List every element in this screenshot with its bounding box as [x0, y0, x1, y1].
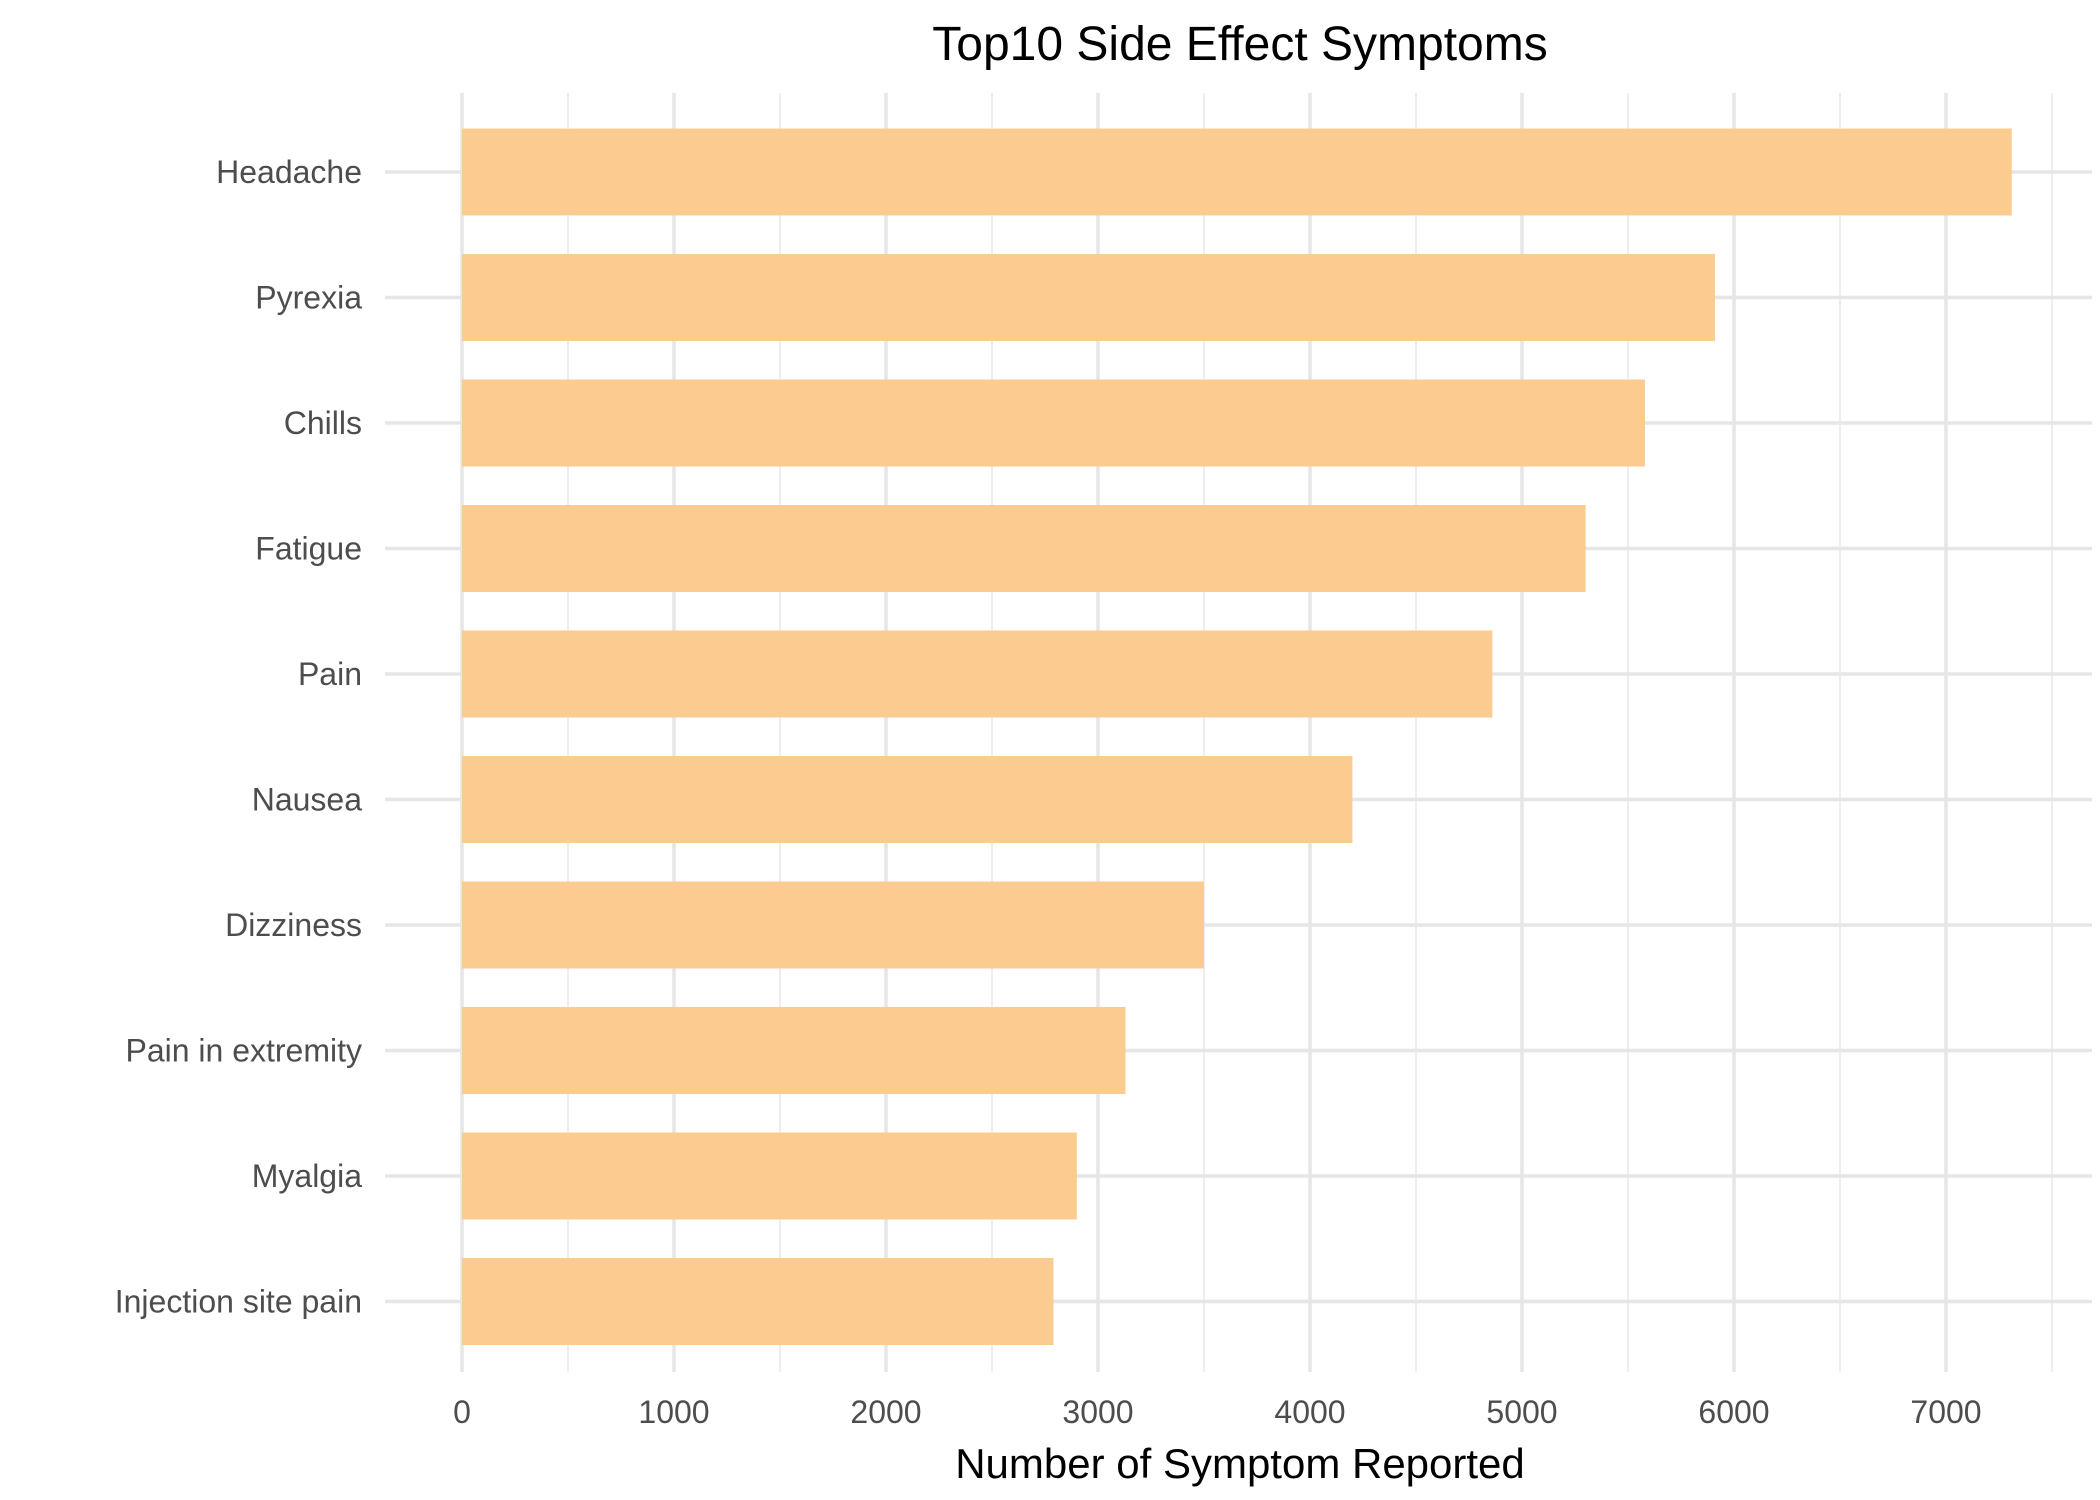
x-tick-label: 3000 — [1062, 1394, 1133, 1430]
x-tick-label: 5000 — [1486, 1394, 1557, 1430]
x-tick-label: 0 — [453, 1394, 471, 1430]
y-tick-label: Pyrexia — [255, 280, 362, 316]
bar-myalgia — [462, 1132, 1077, 1220]
x-tick-label: 2000 — [850, 1394, 921, 1430]
x-axis-label: Number of Symptom Reported — [955, 1440, 1525, 1487]
bar-injection-site-pain — [462, 1258, 1054, 1345]
bar-fatigue — [462, 505, 1586, 592]
y-tick-label: Pain — [298, 656, 362, 692]
y-tick-label: Pain in extremity — [125, 1033, 362, 1069]
x-tick-label: 4000 — [1274, 1394, 1345, 1430]
x-tick-label: 6000 — [1698, 1394, 1769, 1430]
bar-pain-in-extremity — [462, 1007, 1126, 1094]
x-tick-label: 1000 — [638, 1394, 709, 1430]
bar-nausea — [462, 756, 1353, 843]
y-tick-label: Nausea — [252, 782, 363, 818]
x-tick-labels: 0 1000 2000 3000 4000 5000 6000 7000 — [453, 1394, 1981, 1430]
y-tick-label: Chills — [284, 405, 362, 441]
y-tick-labels: Headache Pyrexia Chills Fatigue Pain Nausea Di… — [115, 154, 362, 1320]
y-tick-label: Injection site pain — [115, 1284, 362, 1320]
y-tick-label: Fatigue — [255, 531, 362, 567]
bars — [462, 128, 2012, 1345]
x-tick-label: 7000 — [1910, 1394, 1981, 1430]
y-tick-label: Myalgia — [252, 1158, 362, 1194]
bar-pain — [462, 630, 1493, 718]
bar-pyrexia — [462, 254, 1715, 341]
bar-dizziness — [462, 881, 1204, 969]
bar-chills — [462, 379, 1645, 467]
y-tick-label: Headache — [216, 154, 362, 190]
y-tick-label: Dizziness — [225, 907, 362, 943]
chart-title: Top10 Side Effect Symptoms — [932, 18, 1547, 71]
bar-headache — [462, 128, 2012, 216]
